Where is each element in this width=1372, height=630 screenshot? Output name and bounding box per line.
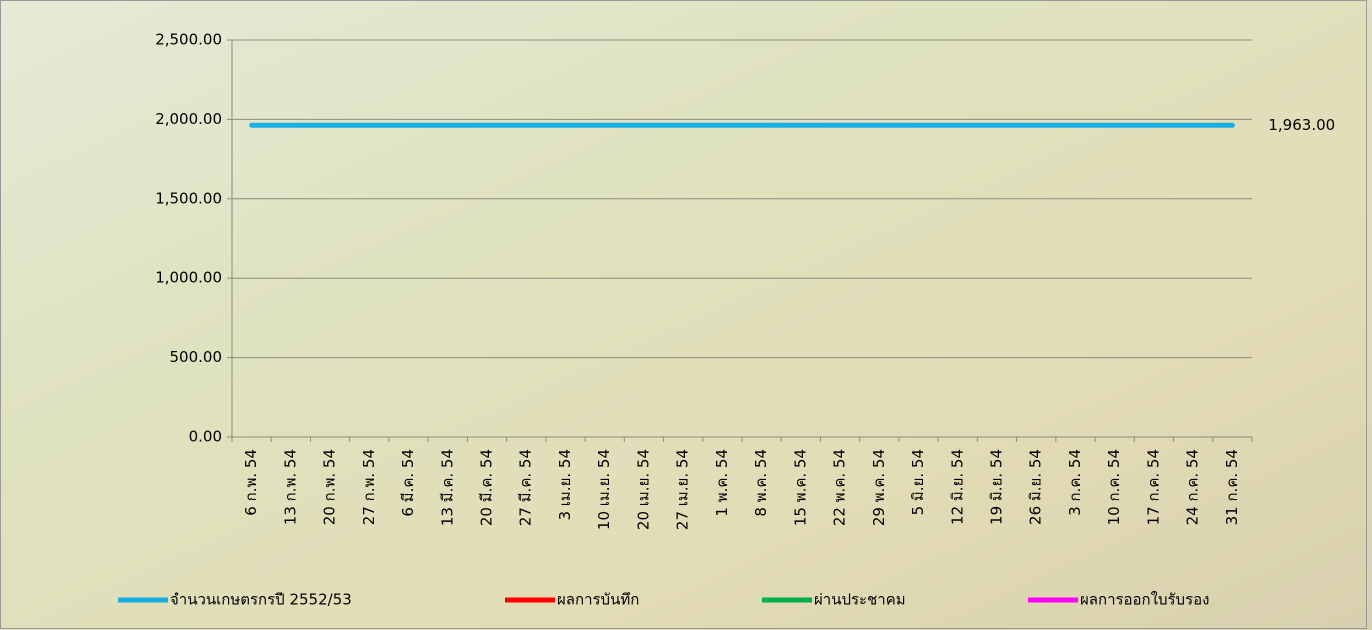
legend-label: จำนวนเกษตรกรปี 2552/53 (170, 591, 352, 609)
data-label: 1,963.00 (1268, 116, 1335, 134)
x-tick-label: 20 มี.ค. 54 (478, 449, 496, 526)
x-tick-label: 19 มิ.ย. 54 (988, 449, 1006, 525)
x-tick-label: 6 ก.พ. 54 (242, 449, 260, 516)
x-tick-label: 10 เม.ย. 54 (595, 449, 613, 530)
x-tick-label: 24 ก.ค. 54 (1184, 449, 1202, 525)
y-tick-label: 1,500.00 (155, 189, 222, 207)
x-tick-label: 27 เม.ย. 54 (674, 449, 692, 530)
x-tick-label: 5 มิ.ย. 54 (909, 449, 927, 515)
y-tick-label: 1,000.00 (155, 269, 222, 287)
x-tick-label: 1 พ.ค. 54 (713, 449, 731, 517)
y-tick-label: 2,000.00 (155, 110, 222, 128)
y-tick-label: 0.00 (189, 428, 222, 446)
x-tick-label: 20 ก.พ. 54 (321, 449, 339, 525)
x-tick-label: 3 เม.ย. 54 (556, 449, 574, 521)
x-tick-label: 13 ก.พ. 54 (281, 449, 299, 525)
legend-label: ผลการบันทึก (557, 591, 639, 609)
x-tick-label: 26 มิ.ย. 54 (1027, 449, 1045, 525)
x-tick-label: 29 พ.ค. 54 (870, 449, 888, 526)
x-tick-label: 20 เม.ย. 54 (634, 449, 652, 530)
x-tick-label: 17 ก.ค. 54 (1144, 449, 1162, 525)
legend-label: ผลการออกใบรับรอง (1080, 591, 1209, 609)
x-tick-label: 8 พ.ค. 54 (752, 449, 770, 517)
x-tick-label: 22 พ.ค. 54 (831, 449, 849, 526)
x-tick-label: 12 มิ.ย. 54 (948, 449, 966, 525)
x-tick-label: 15 พ.ค. 54 (791, 449, 809, 526)
x-tick-label: 6 มี.ค. 54 (399, 449, 417, 517)
x-tick-label: 31 ก.ค. 54 (1223, 449, 1241, 525)
x-tick-label: 27 ก.พ. 54 (360, 449, 378, 525)
legend-label: ผ่านประชาคม (814, 591, 906, 609)
x-tick-label: 10 ก.ค. 54 (1105, 449, 1123, 525)
y-tick-label: 500.00 (170, 348, 223, 366)
x-tick-label: 27 มี.ค. 54 (517, 449, 535, 526)
x-tick-label: 13 มี.ค. 54 (438, 449, 456, 526)
y-tick-label: 2,500.00 (155, 31, 222, 49)
x-tick-label: 3 ก.ค. 54 (1066, 449, 1084, 516)
